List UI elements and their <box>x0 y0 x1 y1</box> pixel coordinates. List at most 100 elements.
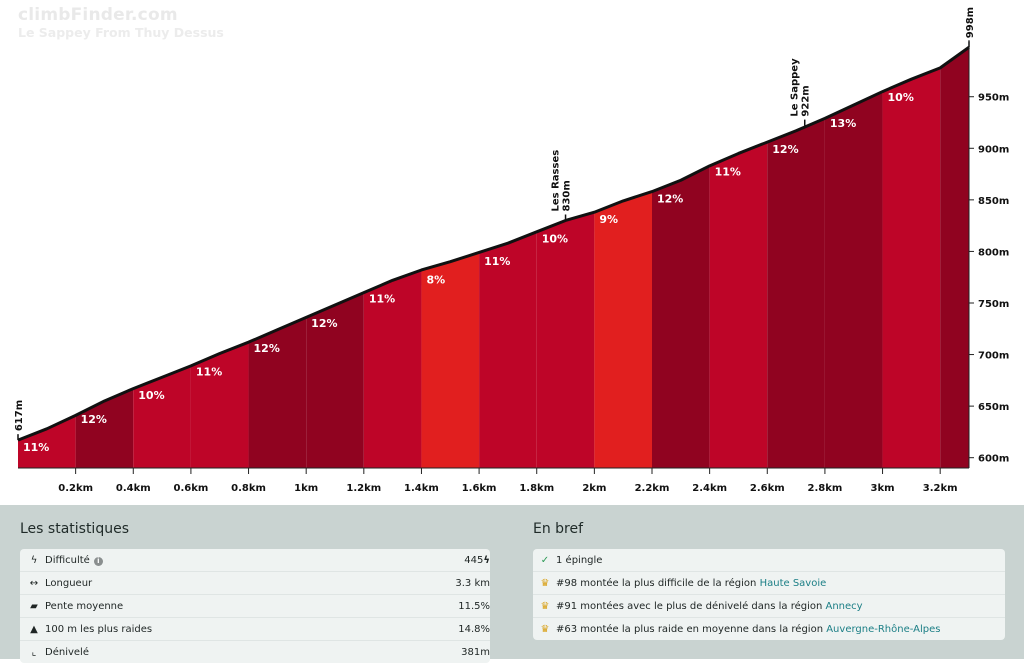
stat-label: Longueur <box>45 577 93 589</box>
summary-row: ✓ 1 épingle <box>533 549 1005 572</box>
gradient-segment <box>824 91 883 469</box>
y-tick-label: 850m <box>978 196 1009 207</box>
y-tick-label: 750m <box>978 299 1009 310</box>
x-tick-label: 3km <box>871 483 895 494</box>
trophy-icon: ♛ <box>540 577 550 589</box>
stats-list: ϟ Difficulté i 445ϟ ↔ Longueur 3.3 km ▰ P… <box>20 549 490 663</box>
stat-row-steepest-100m: ▲ 100 m les plus raides 14.8% <box>20 618 490 641</box>
region-link-haute-savoie[interactable]: Haute Savoie <box>759 577 827 589</box>
x-tick-label: 2.8km <box>808 483 843 494</box>
trophy-icon: ♛ <box>540 600 550 612</box>
summary-list: ✓ 1 épingle ♛ #98 montée la plus diffici… <box>533 549 1005 640</box>
x-tick-label: 2.4km <box>692 483 727 494</box>
brand-watermark: climbFinder.com <box>18 5 178 25</box>
summary-row: ♛ #98 montée la plus difficile de la rég… <box>533 572 1005 595</box>
gradient-label: 13% <box>830 117 856 130</box>
summary-title: En bref <box>533 521 584 537</box>
y-tick-label: 700m <box>978 351 1009 362</box>
gradient-label: 11% <box>715 165 741 178</box>
details-section: Les statistiques ϟ Difficulté i 445ϟ ↔ Lo… <box>0 505 1024 663</box>
summary-text: #63 montée la plus raide en moyenne dans… <box>556 623 827 635</box>
gradient-segment <box>363 269 422 468</box>
gradient-segment <box>882 67 941 469</box>
stat-label: 100 m les plus raides <box>45 623 153 635</box>
gradient-label: 11% <box>196 366 222 379</box>
x-tick-label: 0.4km <box>116 483 151 494</box>
gradient-label: 10% <box>542 232 568 245</box>
y-tick-label: 900m <box>978 144 1009 155</box>
gradient-label: 12% <box>81 413 107 426</box>
gradient-label: 12% <box>657 192 683 205</box>
annotation-label: 830m <box>562 180 573 211</box>
gradient-segment <box>248 317 307 468</box>
gradient-segment <box>18 415 76 468</box>
gradient-segment <box>306 292 364 468</box>
y-tick-label: 650m <box>978 402 1009 413</box>
warning-icon: ▲ <box>30 623 38 635</box>
gradient-label: 10% <box>888 91 914 104</box>
elevation-profile-svg: 11% 12% 10% 11% 12% 12% 11% 8% 11% 10% 9% 12% 11% 12%… <box>14 7 1009 494</box>
gradient-segment <box>190 342 249 468</box>
x-tick-label: 1.6km <box>462 483 497 494</box>
gradient-label: 10% <box>138 389 164 402</box>
stat-row-elevation-gain: ⌞ Dénivelé 381m <box>20 641 490 663</box>
y-tick-label: 800m <box>978 247 1009 258</box>
chart-line-icon: ⌞ <box>31 646 37 658</box>
y-tick-label: 600m <box>978 454 1009 465</box>
bolt-icon: ϟ <box>483 554 490 566</box>
climb-title-watermark: Le Sappey From Thuy Dessus <box>18 25 224 40</box>
stat-value: 445ϟ <box>464 554 490 566</box>
annotation-label: Les Rasses <box>551 150 562 212</box>
stat-label: Pente moyenne <box>45 600 124 612</box>
stat-value: 14.8% <box>458 623 490 635</box>
stats-panel: Les statistiques ϟ Difficulté i 445ϟ ↔ Lo… <box>20 521 490 663</box>
gradient-segment <box>421 252 480 468</box>
region-link-annecy[interactable]: Annecy <box>825 600 863 612</box>
x-tick-label: 2.2km <box>635 483 670 494</box>
info-icon[interactable]: i <box>93 556 103 566</box>
gradient-label: 11% <box>484 255 510 268</box>
stat-value: 11.5% <box>458 600 490 612</box>
summary-row: ♛ #63 montée la plus raide en moyenne da… <box>533 618 1005 640</box>
x-tick-label: 3.2km <box>923 483 958 494</box>
profile-line <box>17 45 970 442</box>
gradient-label: 11% <box>23 441 49 454</box>
gradient-segment <box>767 118 825 468</box>
x-tick-label: 0.8km <box>231 483 266 494</box>
annotation-label: 617m <box>14 400 25 431</box>
gradient-segment <box>940 47 969 469</box>
trophy-icon: ♛ <box>540 623 550 635</box>
arrows-horizontal-icon: ↔ <box>29 577 39 589</box>
gradient-label: 8% <box>426 274 445 287</box>
region-link-auvergne-rhone-alpes[interactable]: Auvergne-Rhône-Alpes <box>826 623 941 635</box>
y-tick-label: 950m <box>978 93 1009 104</box>
summary-text: #98 montée la plus difficile de la régio… <box>556 577 760 589</box>
stat-row-length: ↔ Longueur 3.3 km <box>20 572 490 595</box>
gradient-label: 11% <box>369 292 395 305</box>
stat-label: Difficulté <box>45 554 90 566</box>
summary-panel: En bref ✓ 1 épingle ♛ #98 montée la plus… <box>533 521 1005 640</box>
gradient-segment <box>652 165 710 468</box>
stat-row-avg-gradient: ▰ Pente moyenne 11.5% <box>20 595 490 618</box>
x-tick-label: 1.8km <box>519 483 554 494</box>
gradient-segment <box>594 191 652 469</box>
x-tick-label: 2km <box>582 483 606 494</box>
x-tick-label: 1km <box>294 483 318 494</box>
gradient-segment <box>536 212 595 468</box>
stat-value: 381m <box>461 646 490 658</box>
gradient-label: 9% <box>599 213 618 226</box>
gradient-segment <box>479 231 537 468</box>
stat-row-difficulty: ϟ Difficulté i 445ϟ <box>20 549 490 572</box>
annotation-label: Le Sappey <box>790 58 801 117</box>
gradient-segment <box>709 142 768 469</box>
elevation-profile-chart: 11% 12% 10% 11% 12% 12% 11% 8% 11% 10% 9% 12% 11% 12%… <box>14 5 1010 494</box>
ruler-icon: ▰ <box>30 600 38 612</box>
x-tick-label: 0.6km <box>174 483 209 494</box>
annotation-label: 998m <box>965 7 976 38</box>
stat-value: 3.3 km <box>455 577 490 589</box>
x-tick-label: 1.2km <box>346 483 381 494</box>
gradient-label: 12% <box>311 317 337 330</box>
x-tick-label: 1.4km <box>404 483 439 494</box>
gradient-label: 12% <box>772 143 798 156</box>
stats-title: Les statistiques <box>20 521 129 537</box>
